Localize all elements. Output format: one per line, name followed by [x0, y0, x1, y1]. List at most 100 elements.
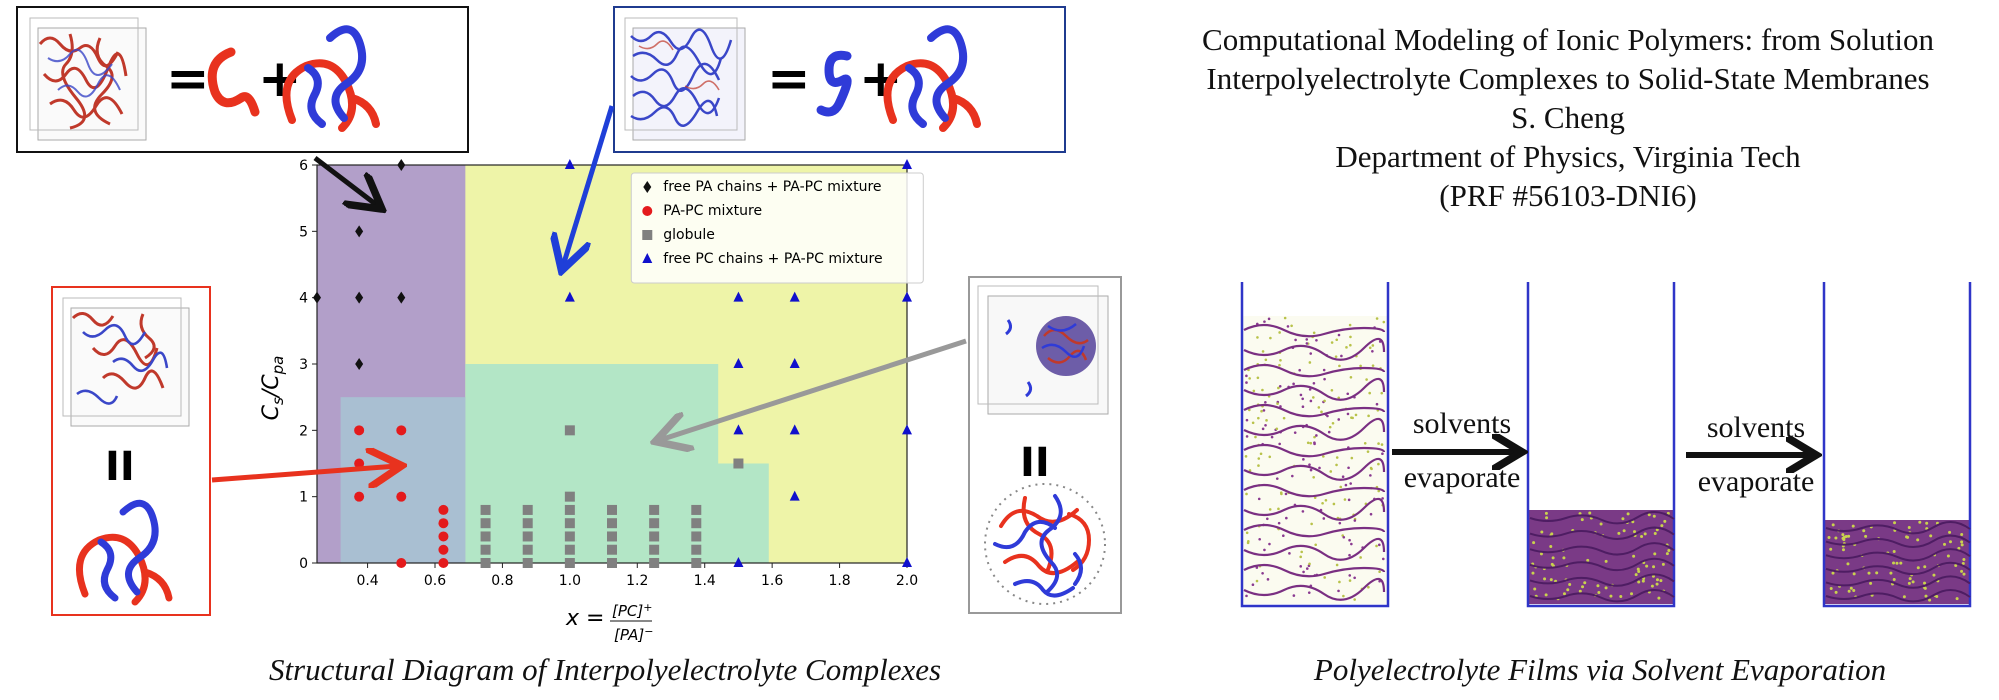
data-point-square — [691, 518, 702, 529]
particle — [1633, 530, 1637, 534]
particle — [1269, 336, 1272, 340]
data-point-square — [607, 531, 617, 542]
particle — [1562, 592, 1566, 596]
particle — [1549, 545, 1553, 549]
particle — [1844, 534, 1848, 538]
data-point-triangle — [564, 159, 575, 169]
particle — [1339, 485, 1343, 489]
particle — [1377, 442, 1380, 445]
particle — [1245, 492, 1248, 496]
particle — [1349, 335, 1352, 339]
particle — [1923, 565, 1927, 569]
data-point-diamond — [355, 225, 364, 238]
particle — [1381, 452, 1384, 456]
particle — [1597, 591, 1601, 595]
particle — [1260, 409, 1263, 413]
particle — [1609, 594, 1613, 598]
particle — [1568, 582, 1572, 586]
particle — [1323, 576, 1326, 579]
particle — [1946, 554, 1950, 558]
particle — [1544, 511, 1548, 515]
complex-chain-icon — [282, 25, 380, 132]
particle — [1315, 338, 1318, 342]
particle — [1261, 388, 1264, 392]
particle — [1337, 589, 1340, 593]
particle — [1847, 534, 1851, 538]
polymer-chain — [1243, 523, 1386, 538]
particle — [1337, 333, 1341, 337]
particle — [1256, 376, 1260, 380]
legend-marker-square — [642, 230, 653, 240]
particle — [1286, 325, 1290, 328]
data-point-diamond — [355, 291, 364, 304]
particle — [1245, 531, 1249, 535]
arrow2-label: solvents evaporate — [1686, 408, 1826, 502]
particle — [1378, 570, 1381, 574]
particle — [1380, 443, 1384, 446]
particle — [1282, 534, 1285, 538]
data-point-square — [564, 518, 575, 529]
particle — [1308, 562, 1311, 566]
svg-text:[PC]+: [PC]+ — [612, 601, 652, 620]
panel-pa-pc-mixture: II — [51, 286, 211, 616]
particle — [1279, 358, 1282, 362]
svg-text:[PA]−: [PA]− — [614, 625, 653, 644]
author: S. Cheng — [1511, 100, 1625, 135]
data-point-square — [691, 558, 702, 568]
data-point-circle — [438, 544, 449, 555]
arrow-free-pc — [563, 105, 615, 266]
polymer-chain — [1825, 521, 1971, 535]
particle — [1245, 418, 1249, 422]
evaporation-illustration — [1240, 282, 1972, 608]
title-line-1: Computational Modeling of Ionic Polymers… — [1202, 22, 1934, 57]
globule-chain-icon — [984, 483, 1106, 605]
legend-label: PA-PC mixture — [663, 203, 762, 219]
legend-label: free PA chains + PA-PC mixture — [663, 179, 881, 195]
particle — [1334, 355, 1338, 358]
particle — [1621, 517, 1625, 521]
data-point-triangle — [733, 358, 744, 368]
particle — [1869, 581, 1873, 585]
data-point-triangle — [902, 159, 912, 169]
simulation-box-icon — [62, 297, 190, 427]
particle — [1328, 425, 1332, 429]
data-point-diamond — [397, 159, 406, 171]
data-point-circle — [438, 504, 449, 515]
particle — [1299, 393, 1303, 397]
particle — [1332, 502, 1336, 506]
y-tick-label: 6 — [299, 158, 308, 174]
data-point-square — [564, 531, 575, 542]
data-point-diamond — [313, 291, 321, 304]
particle — [1263, 320, 1266, 323]
particle — [1604, 586, 1608, 590]
particle — [1637, 569, 1641, 573]
particle — [1301, 510, 1305, 513]
polymer-chain — [1825, 534, 1971, 548]
particle — [1375, 402, 1379, 406]
equals-symbol: = — [166, 49, 210, 109]
legend-marker-triangle — [642, 253, 653, 263]
particle — [1257, 464, 1260, 467]
particle — [1641, 579, 1645, 583]
data-point-square — [691, 531, 702, 542]
particle — [1630, 592, 1634, 596]
particle — [1350, 542, 1353, 546]
data-point-square — [522, 558, 533, 568]
pc-chain-icon — [816, 50, 852, 117]
data-point-triangle — [902, 291, 912, 302]
particle — [1259, 452, 1263, 456]
data-point-circle — [396, 491, 407, 502]
particle — [1366, 450, 1370, 453]
particle — [1925, 521, 1929, 525]
arrow1-label-bottom: evaporate — [1403, 461, 1521, 494]
particle — [1263, 548, 1266, 552]
particle — [1310, 522, 1313, 526]
particle — [1323, 377, 1326, 381]
particle — [1365, 378, 1368, 381]
y-tick-label: 4 — [299, 291, 308, 307]
polymer-chain — [1243, 483, 1386, 498]
particle — [1314, 543, 1317, 547]
particle — [1962, 572, 1966, 576]
y-tick-label: 3 — [299, 357, 308, 373]
particle — [1264, 358, 1268, 362]
